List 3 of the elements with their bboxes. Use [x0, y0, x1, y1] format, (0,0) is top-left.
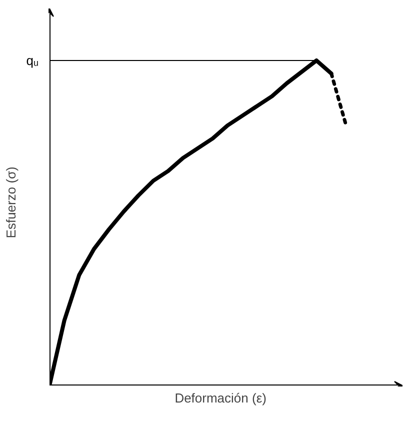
y-axis-title: Esfuerzo (σ)	[3, 166, 18, 238]
x-axis-title: Deformación (ε)	[174, 390, 266, 406]
ref-line-label: qᵤ	[26, 53, 39, 68]
